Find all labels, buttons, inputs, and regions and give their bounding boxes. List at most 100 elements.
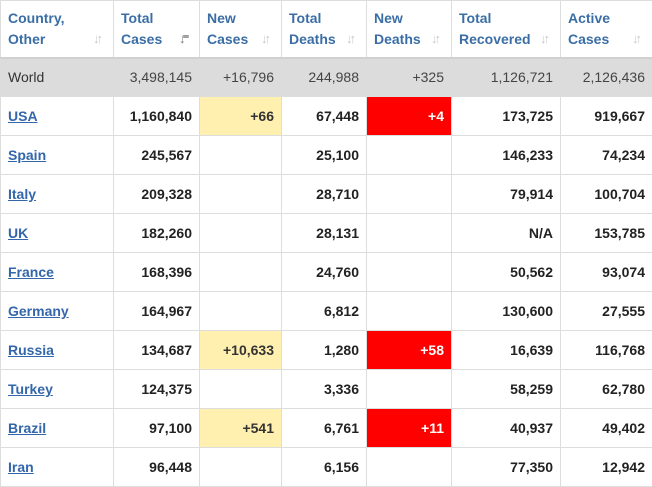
country-link[interactable]: USA [8,108,38,124]
new-deaths-cell [367,292,452,331]
country-link[interactable]: Russia [8,342,54,358]
sort-arrows-icon[interactable]: ↓↑ [632,31,646,47]
world-row: World 3,498,145 +16,796 244,988 +325 1,1… [1,58,652,97]
header-country-line2: Other [8,29,106,50]
total-deaths-cell: 6,761 [282,409,367,448]
country-link[interactable]: UK [8,225,28,241]
world-active-cases: 2,126,436 [561,58,652,97]
sort-arrows-icon[interactable]: ↓↑ [540,31,554,47]
new-cases-cell: +10,633 [200,331,282,370]
country-link[interactable]: France [8,264,54,280]
new-cases-cell [200,370,282,409]
country-link[interactable]: Turkey [8,381,53,397]
country-cell: Russia [1,331,114,370]
total-recovered-cell: 173,725 [452,97,561,136]
header-total-recovered-line2: Recovered [459,29,553,50]
total-cases-cell: 245,567 [114,136,200,175]
new-deaths-cell: +11 [367,409,452,448]
total-cases-cell: 1,160,840 [114,97,200,136]
total-deaths-cell: 24,760 [282,253,367,292]
country-link[interactable]: Germany [8,303,69,319]
world-new-cases: +16,796 [200,58,282,97]
header-new-deaths-line1: New [374,8,444,29]
total-deaths-cell: 6,156 [282,448,367,487]
total-cases-cell: 124,375 [114,370,200,409]
total-recovered-cell: 40,937 [452,409,561,448]
active-cases-cell: 100,704 [561,175,652,214]
country-cell: Brazil [1,409,114,448]
new-deaths-cell [367,175,452,214]
total-cases-cell: 134,687 [114,331,200,370]
new-cases-cell [200,136,282,175]
header-new-cases-line1: New [207,8,274,29]
sort-arrows-icon[interactable]: ↓↑ [261,31,275,47]
total-deaths-cell: 28,710 [282,175,367,214]
world-total-deaths: 244,988 [282,58,367,97]
total-deaths-cell: 67,448 [282,97,367,136]
total-cases-cell: 209,328 [114,175,200,214]
country-cell: UK [1,214,114,253]
header-active-cases-line1: Active [568,8,645,29]
active-cases-cell: 62,780 [561,370,652,409]
sort-arrows-icon[interactable]: ↓↑ [346,31,360,47]
total-recovered-cell: 58,259 [452,370,561,409]
new-deaths-cell [367,214,452,253]
active-cases-cell: 49,402 [561,409,652,448]
country-cell: Turkey [1,370,114,409]
total-deaths-cell: 6,812 [282,292,367,331]
country-link[interactable]: Italy [8,186,36,202]
new-deaths-cell: +58 [367,331,452,370]
active-cases-cell: 116,768 [561,331,652,370]
new-deaths-cell [367,136,452,175]
sort-arrows-icon[interactable]: ↓↑ [93,31,107,47]
country-link[interactable]: Spain [8,147,46,163]
sort-desc-icon[interactable]: ↓⁼ [179,31,193,47]
total-cases-cell: 182,260 [114,214,200,253]
total-cases-cell: 168,396 [114,253,200,292]
total-cases-cell: 164,967 [114,292,200,331]
active-cases-cell: 27,555 [561,292,652,331]
new-cases-cell [200,214,282,253]
total-deaths-cell: 28,131 [282,214,367,253]
world-country: World [1,58,114,97]
new-cases-cell [200,253,282,292]
header-country-line1: Country, [8,8,106,29]
country-link[interactable]: Iran [8,459,34,475]
new-deaths-cell [367,370,452,409]
header-country[interactable]: Country,Other↓↑ [1,1,114,58]
active-cases-cell: 93,074 [561,253,652,292]
sort-arrows-icon[interactable]: ↓↑ [431,31,445,47]
country-link[interactable]: Brazil [8,420,46,436]
active-cases-cell: 12,942 [561,448,652,487]
country-cell: Spain [1,136,114,175]
country-cell: Italy [1,175,114,214]
active-cases-cell: 153,785 [561,214,652,253]
active-cases-cell: 919,667 [561,97,652,136]
world-total-cases: 3,498,145 [114,58,200,97]
new-cases-cell [200,448,282,487]
new-deaths-cell: +4 [367,97,452,136]
new-deaths-cell [367,448,452,487]
world-total-recovered: 1,126,721 [452,58,561,97]
total-recovered-cell: 79,914 [452,175,561,214]
total-recovered-cell: 50,562 [452,253,561,292]
header-total-deaths-line1: Total [289,8,359,29]
total-deaths-cell: 25,100 [282,136,367,175]
